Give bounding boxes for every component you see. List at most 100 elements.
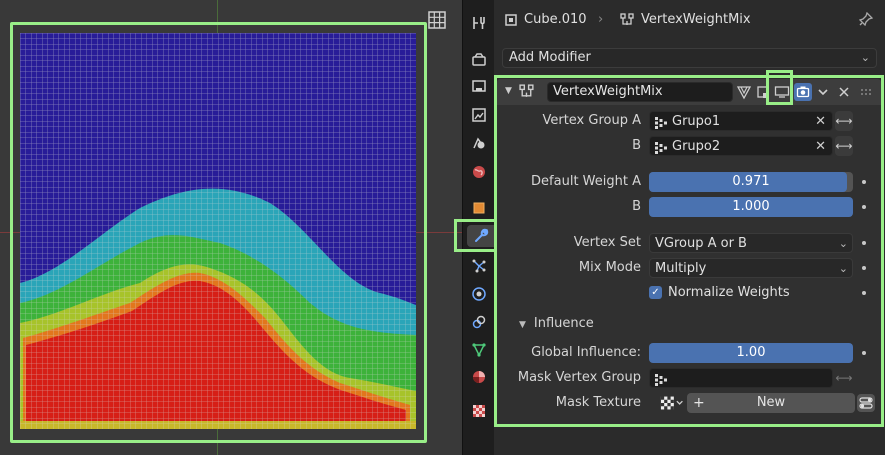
view-layer-icon[interactable] xyxy=(468,104,490,126)
render-icon[interactable] xyxy=(468,49,490,71)
world-icon[interactable] xyxy=(468,161,490,183)
invert-swap-icon[interactable]: ⟷ xyxy=(835,136,853,156)
normalize-weights-label[interactable]: Normalize Weights xyxy=(668,285,790,300)
mask-vertex-group-row: Mask Vertex Group ⟷ xyxy=(497,368,881,388)
drag-handle-icon[interactable] xyxy=(857,83,875,101)
vertex-weight-mix-icon xyxy=(519,83,535,103)
default-weight-a-fill xyxy=(649,172,848,192)
render-camera-icon[interactable] xyxy=(794,83,812,101)
object-name: Cube.010 xyxy=(524,12,587,27)
default-weight-b-slider[interactable]: 1.000 xyxy=(649,197,853,217)
vertex-weight-icon xyxy=(620,13,634,25)
modifier-menu-chevron-icon[interactable] xyxy=(814,83,832,101)
clear-icon[interactable]: ✕ xyxy=(815,114,826,129)
vertex-group-icon xyxy=(655,373,667,393)
mix-mode-label: Mix Mode xyxy=(578,260,641,275)
keyframe-dot-icon[interactable] xyxy=(862,241,866,245)
modifier-icon[interactable] xyxy=(467,225,495,247)
properties-header: Cube.010 › VertexWeightMix xyxy=(494,0,885,42)
on-cage-icon[interactable] xyxy=(735,83,753,101)
vertex-group-icon xyxy=(655,141,667,161)
close-icon[interactable] xyxy=(835,83,853,101)
physics-icon[interactable] xyxy=(468,283,490,305)
mask-vertex-group-field[interactable] xyxy=(649,368,833,388)
keyframe-dot-icon[interactable] xyxy=(862,180,866,184)
new-texture-button[interactable]: + New xyxy=(687,393,855,413)
chevron-down-icon: ⌄ xyxy=(838,262,848,275)
mix-mode-row: Mix Mode Multiply ⌄ xyxy=(497,258,881,278)
vertex-set-value: VGroup A or B xyxy=(655,236,747,251)
keyframe-dot-icon[interactable] xyxy=(862,291,866,295)
constraints-icon[interactable] xyxy=(468,311,490,333)
global-influence-row: Global Influence: 1.00 xyxy=(497,343,881,363)
properties-tab-bar xyxy=(462,0,495,455)
chevron-down-icon: ⌄ xyxy=(860,51,870,64)
checker-texture-icon xyxy=(660,396,674,410)
add-modifier-label: Add Modifier xyxy=(509,50,591,65)
modifier-breadcrumb[interactable]: VertexWeightMix xyxy=(620,12,751,27)
mask-texture-row: Mask Texture + New xyxy=(497,393,881,413)
keyframe-dot-icon[interactable] xyxy=(862,205,866,209)
vertex-set-label: Vertex Set xyxy=(573,235,641,250)
default-weight-a-slider[interactable]: 0.971 xyxy=(649,172,853,192)
texture-browse-button[interactable] xyxy=(660,393,684,413)
influence-subpanel-header[interactable]: ▼ Influence xyxy=(519,316,594,331)
properties-panel: Cube.010 › VertexWeightMix Add Modifier … xyxy=(494,0,885,455)
object-breadcrumb[interactable]: Cube.010 xyxy=(504,12,587,27)
scene-icon[interactable] xyxy=(468,132,490,154)
vertex-group-a-field[interactable]: Grupo1 ✕ xyxy=(649,111,833,131)
vertex-group-a-value: Grupo1 xyxy=(672,114,721,129)
particles-icon[interactable] xyxy=(468,255,490,277)
breadcrumb-chevron-icon: › xyxy=(598,12,604,27)
vertex-set-row: Vertex Set VGroup A or B ⌄ xyxy=(497,233,881,253)
default-weight-a-row: Default Weight A 0.971 xyxy=(497,172,881,192)
mix-mode-dropdown[interactable]: Multiply ⌄ xyxy=(649,258,853,278)
mask-texture-label: Mask Texture xyxy=(555,395,641,410)
global-influence-label: Global Influence: xyxy=(531,345,641,360)
mask-vertex-group-label: Mask Vertex Group xyxy=(517,370,641,385)
grid-view-icon[interactable] xyxy=(427,10,447,30)
keyframe-dot-icon[interactable] xyxy=(862,266,866,270)
realtime-display-icon[interactable] xyxy=(773,83,791,101)
texture-icon[interactable] xyxy=(468,400,490,422)
material-icon[interactable] xyxy=(468,366,490,388)
vertex-group-b-field[interactable]: Grupo2 ✕ xyxy=(649,136,833,156)
global-influence-value: 1.00 xyxy=(736,345,766,360)
keyframe-dot-icon[interactable] xyxy=(862,351,866,355)
invert-swap-icon[interactable]: ⟷ xyxy=(835,371,853,385)
clear-icon[interactable]: ✕ xyxy=(815,139,826,154)
tool-icon[interactable] xyxy=(468,12,490,34)
chevron-down-icon: ⌄ xyxy=(838,237,848,250)
vertex-group-b-value: Grupo2 xyxy=(672,139,721,154)
chevron-down-icon xyxy=(676,400,683,405)
mix-mode-value: Multiply xyxy=(655,261,707,276)
default-weight-b-label: B xyxy=(632,199,641,214)
modifier-header: ▼ VertexWeightMix xyxy=(497,79,881,105)
normalize-weights-row: ✓ Normalize Weights xyxy=(497,283,881,303)
vertex-group-icon xyxy=(655,116,667,136)
default-weight-b-value: 1.000 xyxy=(732,199,770,214)
vertex-set-dropdown[interactable]: VGroup A or B ⌄ xyxy=(649,233,853,253)
add-modifier-dropdown[interactable]: Add Modifier ⌄ xyxy=(502,48,877,68)
vertex-group-a-label: Vertex Group A xyxy=(542,113,641,128)
invert-swap-icon[interactable]: ⟷ xyxy=(835,111,853,131)
output-icon[interactable] xyxy=(468,75,490,97)
global-influence-slider[interactable]: 1.00 xyxy=(649,343,853,363)
edit-mode-icon[interactable] xyxy=(754,83,772,101)
default-weight-a-label: Default Weight A xyxy=(531,174,641,189)
influence-title: Influence xyxy=(533,316,594,331)
data-icon[interactable] xyxy=(468,339,490,361)
object-icon[interactable] xyxy=(468,197,490,219)
default-weight-b-row: B 1.000 xyxy=(497,197,881,217)
modifier-breadcrumb-name: VertexWeightMix xyxy=(641,12,751,27)
3d-viewport[interactable] xyxy=(0,0,462,455)
normalize-weights-checkbox[interactable]: ✓ xyxy=(649,286,662,299)
weight-paint-mesh xyxy=(20,33,416,429)
collapse-triangle-icon: ▼ xyxy=(519,320,526,330)
plus-icon: + xyxy=(693,395,705,411)
vertex-group-a-row: Vertex Group A Grupo1 ✕ ⟷ xyxy=(497,111,881,131)
pin-icon[interactable] xyxy=(858,11,874,30)
texture-options-toggle-icon[interactable] xyxy=(857,394,875,412)
collapse-triangle-icon[interactable]: ▼ xyxy=(505,86,512,96)
modifier-name-field[interactable]: VertexWeightMix xyxy=(547,82,733,102)
